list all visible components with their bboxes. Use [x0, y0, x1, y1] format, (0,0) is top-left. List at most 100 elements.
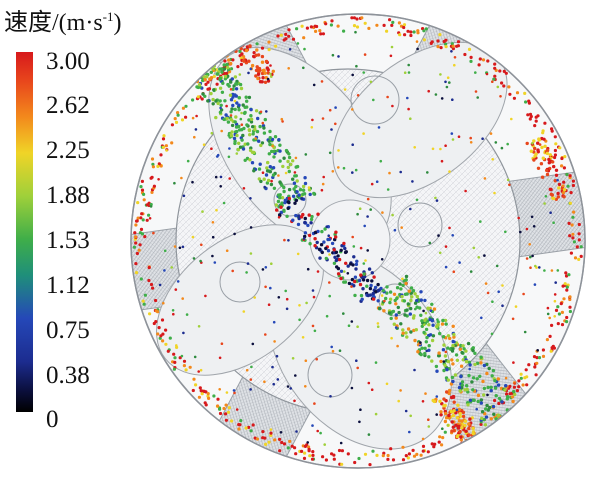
particle: [247, 95, 252, 100]
particle: [258, 124, 262, 129]
particle: [191, 235, 195, 239]
particle: [242, 126, 246, 131]
particle: [464, 189, 467, 193]
particle: [439, 73, 442, 76]
particle: [469, 59, 473, 64]
particle: [565, 172, 569, 177]
particle: [456, 40, 461, 44]
particle: [349, 262, 353, 266]
particle: [512, 361, 515, 364]
particle: [256, 116, 260, 121]
particle: [152, 231, 155, 235]
particle: [435, 369, 439, 373]
particle: [474, 71, 477, 74]
particle: [256, 72, 261, 77]
particle: [306, 223, 310, 228]
particle: [359, 408, 362, 412]
particle: [213, 57, 217, 62]
particle: [372, 275, 376, 279]
particle: [508, 92, 512, 96]
particle: [388, 171, 391, 175]
particle: [164, 68, 168, 72]
particle: [405, 308, 409, 312]
particle: [537, 138, 541, 142]
particle: [430, 319, 435, 323]
particle: [572, 210, 576, 214]
particle: [564, 271, 568, 275]
particle: [488, 405, 492, 410]
particle: [229, 133, 233, 137]
particle: [152, 81, 156, 86]
particle: [272, 186, 277, 190]
particle: [451, 379, 455, 384]
color-scale-bar: [16, 52, 33, 412]
particle: [482, 386, 487, 391]
particle: [489, 389, 493, 393]
particle: [426, 306, 430, 310]
particle: [149, 84, 153, 88]
particle: [163, 269, 166, 272]
particle: [458, 429, 462, 434]
particle: [444, 45, 448, 49]
particle: [294, 374, 297, 377]
particle: [355, 64, 358, 68]
particle: [527, 363, 531, 367]
particle: [401, 445, 405, 449]
particle: [450, 375, 455, 380]
particle: [196, 85, 201, 90]
particle: [464, 429, 468, 433]
particle: [150, 85, 155, 89]
particle: [250, 365, 253, 369]
particle: [446, 424, 450, 427]
particle: [463, 419, 468, 423]
particle: [302, 36, 306, 40]
particle: [409, 306, 413, 311]
particle: [151, 162, 155, 166]
particle: [388, 290, 393, 294]
particle: [267, 440, 271, 444]
particle: [270, 262, 273, 266]
particle: [188, 81, 192, 85]
particle: [391, 213, 394, 217]
particle: [495, 264, 499, 268]
particle: [280, 183, 284, 187]
particle: [467, 360, 472, 364]
particle: [376, 282, 380, 287]
particle: [272, 320, 276, 324]
particle: [311, 324, 315, 328]
particle: [300, 449, 304, 453]
particle: [526, 407, 530, 411]
particle: [255, 65, 259, 69]
particle: [568, 174, 572, 178]
particle: [267, 152, 271, 156]
particle: [165, 67, 170, 71]
particle: [468, 398, 473, 402]
particle: [154, 309, 158, 313]
particle: [287, 152, 291, 156]
particle: [264, 59, 269, 64]
particle: [137, 248, 141, 252]
particle: [310, 126, 314, 129]
particle: [218, 67, 222, 71]
particle: [210, 55, 214, 60]
particle: [451, 346, 455, 351]
particle: [285, 214, 289, 218]
particle: [451, 234, 455, 237]
particle: [554, 168, 559, 172]
particle: [545, 151, 549, 156]
particle: [311, 450, 315, 454]
particle: [553, 135, 557, 139]
particle: [482, 363, 487, 368]
particle: [389, 447, 393, 451]
particle: [291, 177, 295, 181]
particle: [294, 452, 298, 456]
particle: [271, 69, 275, 74]
particle: [464, 349, 468, 353]
particle: [330, 19, 334, 23]
particle: [265, 169, 270, 173]
particle: [197, 67, 201, 71]
particle: [182, 331, 185, 335]
particle: [457, 419, 462, 423]
particle: [303, 444, 307, 448]
particle: [423, 346, 427, 350]
